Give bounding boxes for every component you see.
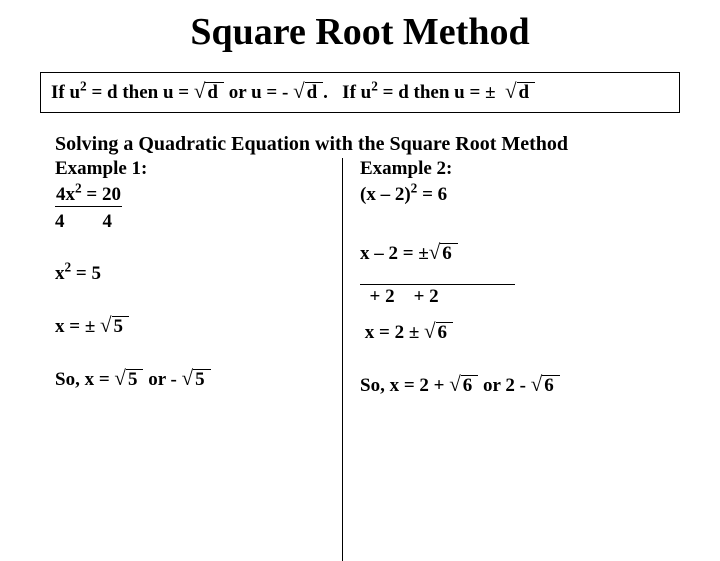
ex1-s3-lhs: x = [55,316,85,337]
ex2-pm: ± [418,243,428,264]
sqrt-6-2: 6 [424,321,453,344]
ex1-denom-l: 4 [55,211,65,232]
example-1-column: Example 1: 4x2 = 20 4 4 x2 = 5 x = ± 5 S… [55,158,360,401]
ex2-step2: x – 2 = ±6 [360,242,665,265]
column-divider [342,158,343,561]
ex2-add: + 2 + 2 [360,269,665,291]
ex2-final: So, x = 2 + 6 or 2 - 6 [360,374,665,397]
ex1-or: or - [143,369,181,390]
ex2-pm2: ± [409,322,419,343]
rad5-1: 5 [112,316,130,338]
ex2-or: or 2 - [478,375,530,396]
sqrt-5-2: 5 [114,368,143,391]
ex1-denom-r: 4 [103,211,113,232]
rule-period: . [323,82,333,103]
ex2-eq: (x – 2)2 = 6 [360,184,665,206]
ex1-s2-lhs: x [55,263,65,284]
example-2-column: Example 2: (x – 2)2 = 6 x – 2 = ±6 + 2 +… [360,158,665,401]
ex2-s3-l: x = 2 [365,322,409,343]
main-heading: Solving a Quadratic Equation with the Sq… [55,133,665,156]
ex2-eq-rhs: = 6 [417,184,447,205]
rule-or: or u = - [224,82,293,103]
rule-box: If u2 = d then u = d or u = - d. If u2 =… [40,72,680,113]
ex2-step3: x = 2 ± 6 [360,321,665,344]
sqrt-d-1: d [194,81,224,104]
ex1-s2-rhs: = 5 [71,263,101,284]
sqrt-d-3: d [505,81,535,104]
rad5b: 5 [193,369,211,391]
ex1-eq-lhs: 4x [56,184,75,205]
ex1-step3: x = ± 5 [55,315,360,338]
pm-1: ± [485,82,495,103]
ex1-final-prefix: So, x = [55,369,114,390]
content-area: Solving a Quadratic Equation with the Sq… [55,133,665,401]
ex1-step2: x2 = 5 [55,263,360,285]
sqrt-5-3: 5 [182,368,211,391]
ex1-pm: ± [85,316,95,337]
rule-text-4: = d then u = [378,82,485,103]
ex1-label: Example 1: [55,158,360,180]
radicand-d1: d [205,82,224,104]
rule-exp-1: 2 [80,79,87,94]
rule-exp-2: 2 [371,79,378,94]
rad6-1: 6 [440,243,458,265]
rad6b: 6 [436,322,454,344]
ex1-final: So, x = 5 or - 5 [55,368,360,391]
page-title: Square Root Method [0,10,720,54]
rule-text-1: If u [51,82,80,103]
ex1-eq-exp: 2 [75,181,82,196]
radicand-d2: d [305,82,324,104]
sqrt-d-2: d [293,81,323,104]
sqrt-5-1: 5 [100,315,129,338]
radicand-d3: d [517,82,536,104]
rad6c: 6 [461,375,479,397]
ex2-eq-lhs: (x – 2) [360,184,411,205]
sqrt-6-3: 6 [449,374,478,397]
ex2-add-l: + 2 + 2 [360,286,439,308]
ex2-s2-l: x – 2 = [360,243,418,264]
rule-text-2: = d then u = [87,82,194,103]
sqrt-6-1: 6 [429,242,458,265]
ex1-denom: 4 4 [55,211,360,233]
examples-columns: Example 1: 4x2 = 20 4 4 x2 = 5 x = ± 5 S… [55,158,665,401]
ex1-eq-underline: 4x2 = 20 [55,184,122,207]
rule-text-3: If u [342,82,371,103]
ex2-label: Example 2: [360,158,665,180]
ex1-eq: 4x2 = 20 [55,184,360,207]
ex1-eq-rhs: = 20 [82,184,121,205]
ex2-final-prefix: So, x = 2 + [360,375,449,396]
sqrt-6-4: 6 [531,374,560,397]
rad5a: 5 [126,369,144,391]
rad6d: 6 [542,375,560,397]
